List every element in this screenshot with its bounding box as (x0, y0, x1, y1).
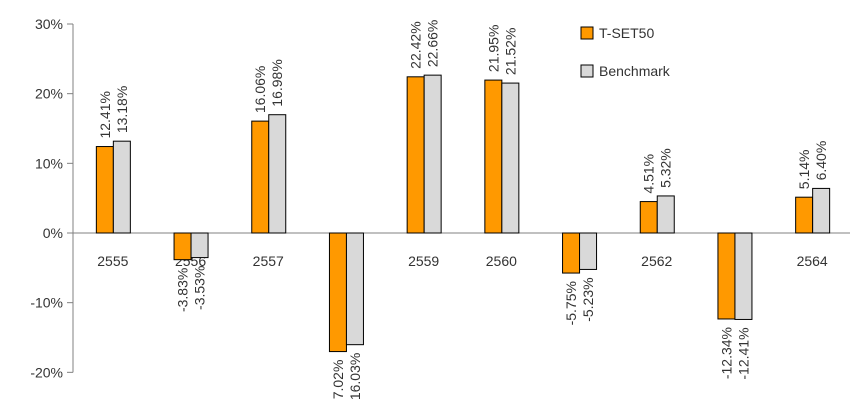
data-label: 21.52% (502, 28, 518, 75)
bar-benchmark (579, 232, 598, 270)
legend: T-SET50 Benchmark (580, 25, 671, 79)
bar-t-set50 (95, 146, 114, 234)
x-tick-label: 2557 (253, 253, 284, 269)
legend-swatch-benchmark (580, 64, 594, 78)
bar-t-set50 (484, 79, 503, 234)
bar-benchmark (734, 232, 753, 320)
x-tick-label: 2564 (797, 253, 828, 269)
y-tick-label: 20% (35, 86, 63, 102)
data-label: -5.23% (580, 277, 596, 321)
y-tick-label: 10% (35, 155, 63, 171)
data-label: 22.42% (408, 21, 424, 68)
bar-benchmark (423, 74, 442, 234)
bar-t-set50 (328, 232, 347, 353)
y-tick-label: 30% (35, 16, 63, 32)
y-tick-label: 0% (43, 225, 63, 241)
bar-t-set50 (795, 196, 814, 234)
bars (95, 74, 831, 353)
data-label: 16.98% (269, 59, 285, 106)
data-label: 16.06% (252, 66, 268, 113)
data-label: 21.95% (485, 25, 501, 72)
data-label: 5.32% (658, 148, 674, 188)
bar-t-set50 (406, 76, 425, 234)
bar-t-set50 (717, 232, 736, 320)
data-label: -3.53% (192, 266, 208, 310)
data-label: -12.34% (718, 327, 734, 379)
legend-label-benchmark: Benchmark (599, 63, 671, 79)
data-label: -3.83% (175, 268, 191, 312)
data-label: -5.75% (563, 281, 579, 325)
x-tick-label: 2555 (97, 253, 128, 269)
data-label: 12.41% (97, 91, 113, 138)
x-tick-label: 2562 (641, 253, 672, 269)
data-label: 13.18% (114, 86, 130, 133)
bar-benchmark (812, 187, 831, 234)
data-label: 6.40% (813, 141, 829, 181)
data-label: 5.14% (796, 149, 812, 189)
data-labels: 12.41% -3.83% 16.06% -17.02% 22.42% 21.95% -5.… (97, 20, 829, 404)
bar-t-set50 (251, 120, 270, 234)
data-label: -17.02% (330, 360, 346, 399)
y-tick-label: -20% (30, 364, 63, 380)
bar-benchmark (268, 114, 287, 234)
y-tick-label: -10% (30, 295, 63, 311)
x-tick-label: 2560 (486, 253, 517, 269)
legend-label-t-set50: T-SET50 (599, 25, 654, 41)
bar-benchmark (656, 195, 675, 234)
bar-t-set50 (562, 232, 581, 274)
data-label: -12.41% (735, 327, 751, 379)
x-tick-label: 2559 (408, 253, 439, 269)
legend-swatch-t-set50 (580, 26, 594, 40)
bar-benchmark (190, 232, 209, 259)
bar-t-set50 (639, 201, 658, 234)
bar-t-set50 (173, 232, 192, 261)
data-label: 22.66% (425, 20, 441, 67)
bar-benchmark (112, 140, 131, 234)
bar-benchmark (501, 82, 520, 234)
data-label: -16.03% (347, 353, 363, 399)
bar-benchmark (345, 232, 364, 346)
data-label: 4.51% (641, 154, 657, 194)
